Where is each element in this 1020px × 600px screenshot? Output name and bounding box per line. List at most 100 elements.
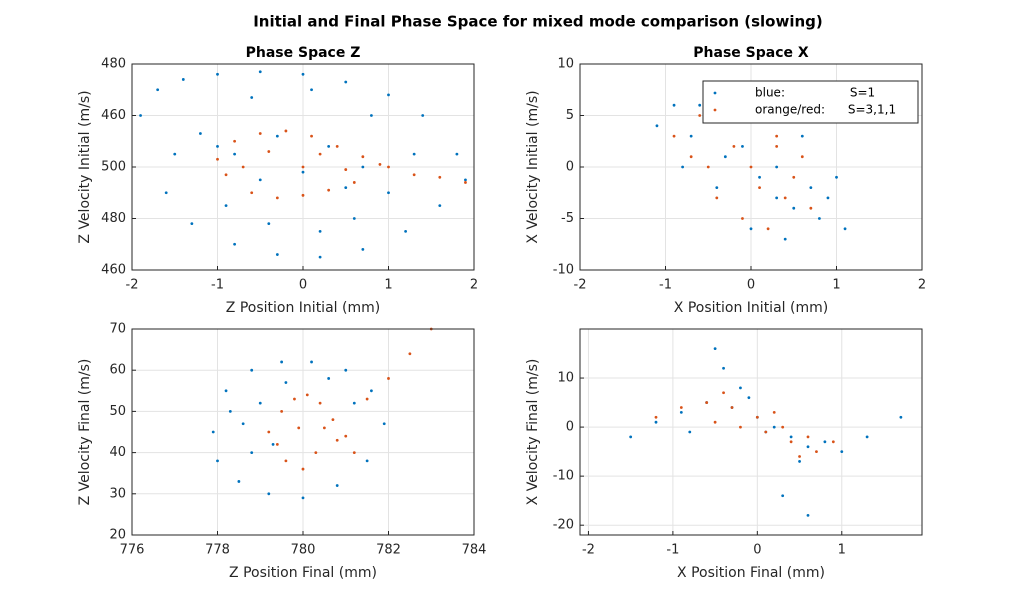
y-tick-label: 460 bbox=[101, 263, 126, 278]
scatter-point bbox=[284, 459, 288, 463]
scatter-point bbox=[139, 114, 142, 117]
scatter-point bbox=[747, 396, 751, 400]
scatter-point bbox=[815, 450, 818, 454]
scatter-point bbox=[156, 88, 160, 92]
scatter-point bbox=[310, 134, 313, 138]
scatter-point bbox=[370, 389, 373, 393]
scatter-point bbox=[199, 132, 202, 135]
scatter-point bbox=[809, 206, 813, 210]
y-tick-label: 40 bbox=[109, 445, 126, 460]
y-tick-label: 60 bbox=[109, 363, 126, 378]
scatter-point bbox=[284, 381, 288, 384]
scatter-point bbox=[823, 440, 827, 444]
scatter-point bbox=[679, 410, 683, 414]
x-tick-label: 776 bbox=[120, 543, 145, 558]
scatter-point bbox=[781, 425, 785, 429]
scatter-point bbox=[741, 217, 744, 220]
scatter-point bbox=[224, 173, 228, 177]
scatter-point bbox=[293, 397, 296, 401]
axes-box bbox=[131, 328, 475, 536]
scatter-point bbox=[361, 155, 365, 159]
scatter-point bbox=[216, 157, 219, 161]
x-axis-label: Z Position Final (mm) bbox=[229, 565, 377, 581]
subplot-title: Phase Space Z bbox=[246, 45, 361, 61]
scatter-point bbox=[173, 152, 177, 156]
scatter-point bbox=[698, 103, 702, 107]
scatter-point bbox=[370, 114, 373, 117]
scatter-point bbox=[798, 455, 801, 458]
scatter-point bbox=[310, 360, 313, 364]
subplot-title: Phase Space X bbox=[693, 45, 809, 61]
scatter-point bbox=[899, 415, 903, 419]
scatter-point bbox=[387, 93, 390, 97]
scatter-point bbox=[228, 410, 232, 413]
axes-background bbox=[580, 329, 922, 535]
scatter-point bbox=[258, 178, 262, 182]
scatter-point bbox=[250, 191, 254, 195]
scatter-point bbox=[267, 430, 271, 434]
scatter-point bbox=[835, 175, 838, 179]
y-tick-label: 500 bbox=[101, 160, 126, 175]
scatter-point bbox=[749, 165, 753, 169]
scatter-point bbox=[344, 434, 348, 438]
scatter-point bbox=[783, 237, 787, 241]
scatter-point bbox=[284, 129, 288, 133]
legend-box bbox=[702, 80, 919, 124]
scatter-point bbox=[327, 145, 331, 148]
x-axis-label: Z Position Initial (mm) bbox=[226, 300, 380, 316]
y-tick-label: -10 bbox=[553, 263, 574, 278]
scatter-point bbox=[438, 204, 442, 208]
scatter-point bbox=[730, 406, 734, 409]
scatter-point bbox=[404, 229, 407, 233]
x-axis-label: X Position Final (mm) bbox=[677, 565, 825, 581]
scatter-point bbox=[783, 196, 787, 200]
scatter-point bbox=[455, 152, 459, 156]
y-tick-label: 5 bbox=[566, 108, 574, 123]
scatter-point bbox=[327, 377, 331, 380]
scatter-point bbox=[322, 426, 326, 430]
y-tick-label: 480 bbox=[101, 211, 126, 226]
axes-box bbox=[131, 63, 475, 271]
scatter-point bbox=[789, 440, 793, 444]
scatter-point bbox=[237, 480, 241, 483]
x-tick-label: 0 bbox=[299, 278, 307, 293]
scatter-point bbox=[352, 451, 356, 454]
x-tick-label: 780 bbox=[291, 543, 316, 558]
x-tick-label: 2 bbox=[470, 278, 478, 293]
legend-label: orange/red: S=3,1,1 bbox=[755, 103, 896, 117]
scatter-point bbox=[258, 132, 262, 135]
scatter-point bbox=[344, 368, 348, 372]
scatter-point bbox=[698, 114, 702, 117]
scatter-point bbox=[241, 422, 245, 426]
y-tick-label: -5 bbox=[561, 211, 574, 226]
scatter-point bbox=[267, 492, 271, 496]
scatter-point bbox=[233, 139, 237, 143]
y-tick-label: 0 bbox=[566, 420, 574, 435]
scatter-point bbox=[789, 435, 793, 439]
scatter-point bbox=[775, 134, 779, 138]
x-tick-label: 784 bbox=[462, 543, 487, 558]
scatter-point bbox=[335, 145, 339, 148]
scatter-point bbox=[297, 426, 301, 430]
scatter-point bbox=[331, 418, 335, 422]
scatter-point bbox=[749, 227, 753, 231]
scatter-point bbox=[781, 494, 785, 498]
axes-box bbox=[579, 63, 923, 271]
scatter-point bbox=[352, 181, 356, 184]
scatter-point bbox=[335, 484, 339, 487]
scatter-point bbox=[826, 196, 830, 200]
scatter-point bbox=[352, 217, 356, 220]
scatter-point bbox=[352, 401, 356, 405]
x-tick-label: 0 bbox=[747, 278, 755, 293]
scatter-point bbox=[775, 145, 779, 148]
scatter-point bbox=[344, 168, 348, 171]
scatter-point bbox=[318, 401, 322, 405]
x-tick-label: 1 bbox=[838, 543, 846, 558]
scatter-point bbox=[772, 425, 776, 429]
scatter-point bbox=[755, 415, 759, 419]
scatter-point bbox=[233, 242, 237, 246]
scatter-point bbox=[301, 72, 305, 76]
y-tick-label: 20 bbox=[109, 528, 126, 543]
scatter-point bbox=[806, 445, 810, 449]
scatter-point bbox=[679, 406, 683, 409]
